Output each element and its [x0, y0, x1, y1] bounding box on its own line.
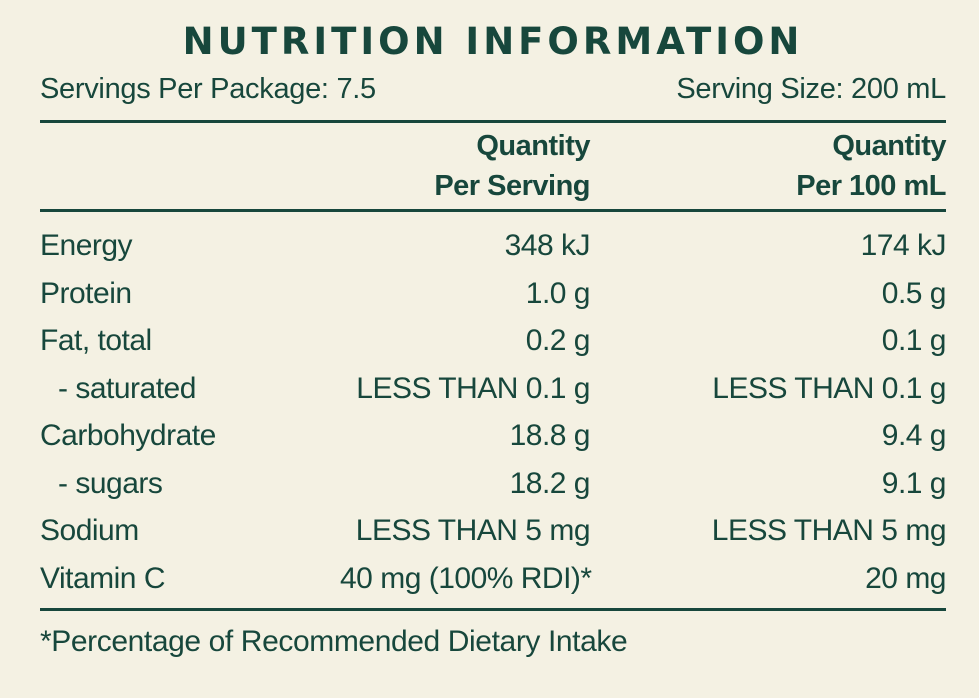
- per-serving-value: 18.8 g: [509, 419, 591, 452]
- table-row: Vitamin C 40 mg (100% RDI)* 20 mg: [40, 555, 947, 603]
- per-100ml-value: 9.1 g: [881, 466, 947, 500]
- header-per-100ml-line2: Per 100 mL: [796, 170, 946, 202]
- nutrition-panel: NUTRITION INFORMATION Servings Per Packa…: [40, 14, 947, 667]
- nutrient-table: Energy 348 kJ 174 kJ Protein 1.0 g 0.5 g…: [40, 212, 947, 608]
- footnote: *Percentage of Recommended Dietary Intak…: [40, 625, 628, 658]
- serving-size: Serving Size: 200 mL: [676, 73, 946, 105]
- header-per-100ml: Quantity Per 100 mL: [590, 126, 946, 206]
- serving-info: Servings Per Package: 7.5 Serving Size: …: [40, 70, 946, 120]
- table-row: Carbohydrate 18.8 g 9.4 g: [40, 412, 947, 460]
- per-100ml-value: 9.4 g: [881, 419, 947, 452]
- nutrient-name: Vitamin C: [40, 561, 166, 595]
- nutrient-name: - saturated: [58, 371, 196, 405]
- top-divider: [40, 120, 946, 123]
- per-serving-value: 18.2 g: [509, 466, 591, 500]
- table-row: Sodium LESS THAN 5 mg LESS THAN 5 mg: [40, 507, 947, 555]
- header-per-serving: Quantity Per Serving: [340, 126, 590, 206]
- nutrient-name: Protein: [40, 276, 132, 310]
- table-row: - saturated LESS THAN 0.1 g LESS THAN 0.…: [40, 365, 947, 413]
- per-serving-value: 1.0 g: [525, 276, 591, 310]
- header-per-100ml-line1: Quantity: [832, 130, 946, 162]
- column-headers: Quantity Per Serving Quantity Per 100 mL: [40, 123, 946, 209]
- per-100ml-value: LESS THAN 0.1 g: [712, 371, 946, 405]
- nutrient-name: Carbohydrate: [40, 419, 216, 452]
- table-row: Protein 1.0 g 0.5 g: [40, 270, 947, 318]
- panel-title: NUTRITION INFORMATION: [182, 20, 804, 63]
- per-serving-value: LESS THAN 5 mg: [355, 514, 591, 547]
- per-100ml-value: 0.1 g: [881, 324, 947, 357]
- per-serving-value: 348 kJ: [504, 229, 591, 262]
- nutrient-name: - sugars: [58, 466, 163, 500]
- per-100ml-value: 174 kJ: [860, 229, 947, 262]
- header-divider: [40, 209, 946, 212]
- per-serving-value: 40 mg (100% RDI)*: [340, 561, 592, 595]
- per-serving-value: 0.2 g: [525, 324, 591, 357]
- per-100ml-value: LESS THAN 5 mg: [711, 514, 947, 547]
- bottom-divider: [40, 608, 946, 611]
- nutrient-name: Fat, total: [40, 324, 152, 357]
- per-serving-value: LESS THAN 0.1 g: [356, 371, 590, 405]
- nutrient-name: Sodium: [40, 514, 139, 547]
- table-row: Energy 348 kJ 174 kJ: [40, 222, 947, 270]
- per-100ml-value: 0.5 g: [881, 276, 947, 310]
- nutrient-name: Energy: [40, 229, 133, 262]
- servings-per-package: Servings Per Package: 7.5: [40, 73, 376, 105]
- header-per-serving-line2: Per Serving: [434, 170, 590, 202]
- table-row: Fat, total 0.2 g 0.1 g: [40, 317, 947, 365]
- per-100ml-value: 20 mg: [865, 561, 946, 595]
- table-row: - sugars 18.2 g 9.1 g: [40, 460, 947, 508]
- header-per-serving-line1: Quantity: [476, 130, 590, 162]
